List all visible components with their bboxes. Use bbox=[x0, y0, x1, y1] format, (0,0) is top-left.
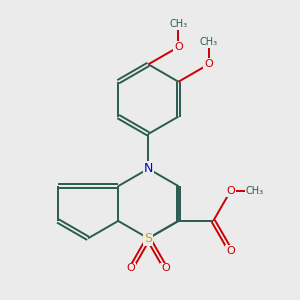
Text: O: O bbox=[127, 263, 135, 274]
Text: O: O bbox=[204, 59, 213, 69]
Text: O: O bbox=[161, 263, 170, 274]
Text: CH₃: CH₃ bbox=[246, 186, 264, 196]
Text: O: O bbox=[226, 246, 235, 256]
Text: CH₃: CH₃ bbox=[200, 37, 218, 47]
Text: CH₃: CH₃ bbox=[169, 19, 188, 29]
Text: O: O bbox=[174, 42, 183, 52]
Text: N: N bbox=[144, 162, 153, 175]
Text: S: S bbox=[144, 232, 152, 245]
Text: O: O bbox=[226, 186, 235, 196]
